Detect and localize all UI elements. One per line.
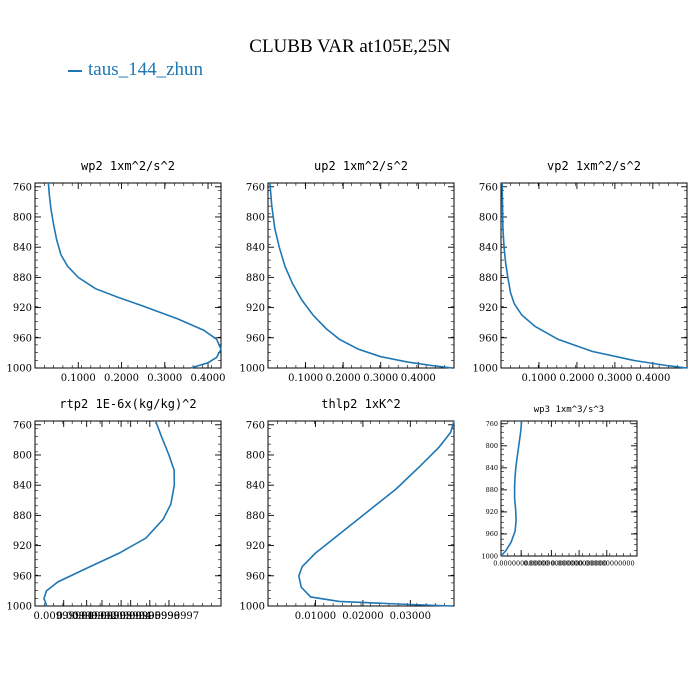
plot-1-frame — [34, 182, 222, 369]
plot-5-frame — [267, 420, 455, 607]
plot-2-x-tick-label: 0.1000 — [288, 373, 323, 384]
plot-4-y-tick-label: 760 — [13, 420, 32, 431]
plot-5-x-tick-label: 0.02000 — [342, 611, 383, 622]
plot-5-y-tick-label: 840 — [246, 481, 265, 492]
plot-3-y-tick-label: 800 — [479, 212, 498, 223]
plot-5-series-line — [298, 420, 455, 607]
plot-4-y-tick-label: 840 — [13, 481, 32, 492]
plot-4-x-tick-label: 0.00999993 — [72, 611, 132, 622]
plot-4-x-tick-label: 0.00999995 — [100, 611, 160, 622]
plot-4-title: rtp2 1E-6x(kg/kg)^2 — [59, 397, 196, 411]
plot-6-x-tick-label: 0.000000000000 — [551, 560, 607, 568]
plot-6-y-tick-label: 840 — [486, 464, 498, 472]
plot-1-x-tick-label: 0.2000 — [104, 373, 139, 384]
plot-4-frame — [34, 420, 222, 607]
plot-1-y-tick-label: 880 — [13, 273, 32, 284]
plot-1-series-line — [47, 182, 222, 369]
plot-1-y-tick-label: 1000 — [7, 364, 32, 375]
plot-5-y-tick-label: 920 — [246, 541, 265, 552]
plot-3-series-line — [501, 182, 688, 369]
plot-1-title: wp2 1xm^2/s^2 — [81, 159, 175, 173]
legend-line-swatch — [68, 69, 82, 72]
plot-4-y-tick-label: 1000 — [7, 602, 32, 613]
plot-4-x-tick-label: 0.00999997 — [139, 611, 199, 622]
plot-2-y-tick-label: 880 — [246, 273, 265, 284]
plot-1-y-tick-label: 960 — [13, 333, 32, 344]
plot-3-y-tick-label: 1000 — [473, 364, 498, 375]
plot-2-x-tick-label: 0.3000 — [363, 373, 398, 384]
plot-6-x-tick-label: 0.000000000000 — [579, 560, 635, 568]
plot-3-frame — [500, 182, 688, 369]
plot-2-y-tick-label: 920 — [246, 303, 265, 314]
plot-6-frame — [500, 420, 638, 557]
plot-2-series-line — [269, 182, 453, 369]
plot-2-y-tick-label: 960 — [246, 333, 265, 344]
plot-5-x-tick-label: 0.01000 — [295, 611, 336, 622]
plot-4-y-tick-label: 960 — [13, 571, 32, 582]
plot-1-y-tick-label: 840 — [13, 243, 32, 254]
plot-4-x-tick-label: 0.00999996 — [120, 611, 180, 622]
plot-6-series-line — [500, 420, 523, 557]
plot-4-x-tick-label: 0.00999994 — [91, 611, 151, 622]
plot-2-y-tick-label: 840 — [246, 243, 265, 254]
plot-5-x-tick-label: 0.03000 — [390, 611, 431, 622]
plot-3-x-tick-label: 0.4000 — [635, 373, 670, 384]
plot-2-y-tick-label: 1000 — [240, 364, 265, 375]
plot-6-title: wp3 1xm^3/s^3 — [534, 405, 604, 415]
plot-4-y-tick-label: 800 — [13, 450, 32, 461]
plot-5-y-tick-label: 960 — [246, 571, 265, 582]
plot-5-y-tick-label: 1000 — [240, 602, 265, 613]
plot-1-y-tick-label: 760 — [13, 182, 32, 193]
plot-4-y-tick-label: 920 — [13, 541, 32, 552]
plot-1-y-tick-label: 800 — [13, 212, 32, 223]
plot-1-x-tick-label: 0.4000 — [191, 373, 226, 384]
plot-4-x-tick-label: 0.00999991 — [33, 611, 93, 622]
plot-6-y-tick-label: 960 — [486, 530, 498, 538]
plot-5-y-tick-label: 880 — [246, 511, 265, 522]
plot-3-y-tick-label: 960 — [479, 333, 498, 344]
plot-6-x-tick-label: 0.000000000000 — [523, 560, 579, 568]
plot-6-y-tick-label: 800 — [486, 442, 498, 450]
figure-title: CLUBB VAR at105E,25N — [249, 36, 451, 57]
plot-4-y-tick-label: 880 — [13, 511, 32, 522]
plot-2-frame — [267, 182, 455, 369]
plot-1-x-tick-label: 0.3000 — [147, 373, 182, 384]
plot-3-x-tick-label: 0.1000 — [521, 373, 556, 384]
plot-4-x-tick-label: 0.00999992 — [56, 611, 116, 622]
plot-6-y-tick-label: 880 — [486, 486, 498, 494]
plot-3-y-tick-label: 920 — [479, 303, 498, 314]
plot-6-y-tick-label: 760 — [486, 420, 498, 428]
plot-2-x-tick-label: 0.2000 — [326, 373, 361, 384]
plot-6-x-tick-label: 0.000000000000 — [493, 560, 549, 568]
plot-6-y-tick-label: 1000 — [481, 552, 498, 560]
plot-3-y-tick-label: 760 — [479, 182, 498, 193]
plot-5-y-tick-label: 800 — [246, 450, 265, 461]
plot-3-x-tick-label: 0.3000 — [597, 373, 632, 384]
plot-1-x-tick-label: 0.1000 — [61, 373, 96, 384]
legend: taus_144_zhun — [68, 59, 203, 81]
plot-3-title: vp2 1xm^2/s^2 — [547, 159, 641, 173]
plot-3-y-tick-label: 880 — [479, 273, 498, 284]
plot-2-y-tick-label: 760 — [246, 182, 265, 193]
plot-2-title: up2 1xm^2/s^2 — [314, 159, 408, 173]
legend-label: taus_144_zhun — [88, 59, 204, 80]
plot-3-x-tick-label: 0.2000 — [559, 373, 594, 384]
plot-5-title: thlp2 1xK^2 — [321, 397, 400, 411]
plot-3-y-tick-label: 840 — [479, 243, 498, 254]
plot-2-x-tick-label: 0.4000 — [401, 373, 436, 384]
plot-5-y-tick-label: 760 — [246, 420, 265, 431]
plot-1-y-tick-label: 920 — [13, 303, 32, 314]
plot-6-y-tick-label: 920 — [486, 508, 498, 516]
plot-2-y-tick-label: 800 — [246, 212, 265, 223]
plot-4-series-line — [43, 420, 176, 607]
